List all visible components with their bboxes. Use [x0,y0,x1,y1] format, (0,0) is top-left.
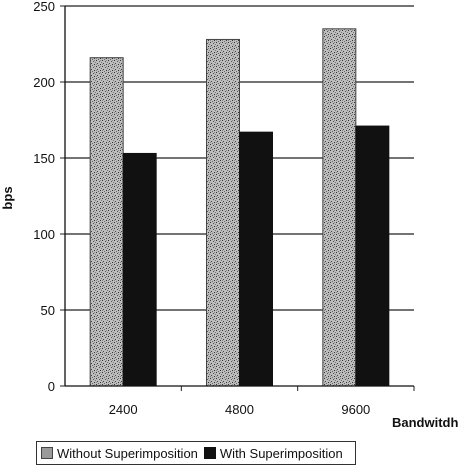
legend-label: With Superimposition [219,445,343,461]
x-tick-label: 2400 [109,402,138,417]
y-tick-label: 100 [33,227,55,242]
bar-with-superimposition-2400 [122,152,157,387]
legend-label: Without Superimposition [57,445,198,461]
legend-swatch-with-superimposition [203,447,216,459]
bar-with-superimposition-4800 [239,131,273,387]
bar-without-superimposition-9600 [322,28,357,387]
y-axis-title: bps [0,186,15,209]
legend-item-without-superimposition: Without Superimposition [41,446,198,461]
bar-without-superimposition-2400 [89,57,124,387]
legend-item-with-superimposition: With Superimposition [203,445,343,461]
y-tick-label: 0 [48,379,55,394]
axes: 0 50 100 150 200 250 2400 4800 9600 [33,0,415,417]
y-tick-label: 50 [41,303,55,318]
y-tick-label: 200 [33,75,55,90]
x-tick-label: 9600 [341,402,370,417]
bar-with-superimposition-9600 [355,125,390,387]
y-tick-label: 250 [33,0,55,14]
bars [89,28,390,387]
y-tick-label: 150 [33,151,55,166]
legend: Without Superimposition With Superimposi… [36,441,356,465]
x-axis-title: Bandwitdh [392,415,458,430]
legend-swatch-without-superimposition [41,447,53,459]
x-tick-label: 4800 [225,402,254,417]
bar-without-superimposition-4800 [206,38,240,387]
